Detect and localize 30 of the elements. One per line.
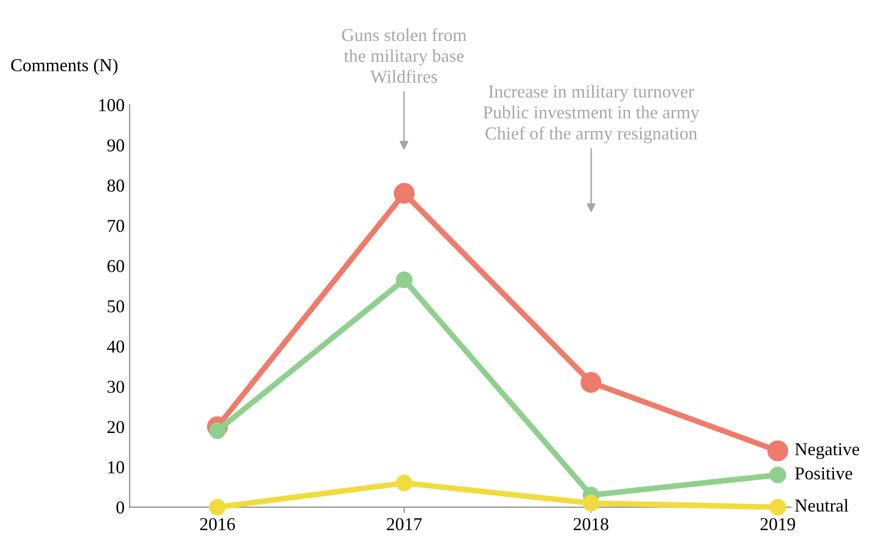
y-tick-label: 40	[107, 340, 124, 353]
y-tick-label: 60	[107, 260, 124, 272]
point	[580, 372, 602, 393]
y-tick-label: 0	[116, 501, 124, 514]
point	[396, 271, 413, 288]
point	[394, 182, 415, 204]
x-tick-label: 2016	[200, 518, 235, 530]
y-tick-label: 20	[108, 420, 124, 434]
y-axis-title: Comments (N)	[11, 58, 118, 75]
series-label: Neutral	[795, 498, 848, 512]
series-label: Positive	[795, 467, 852, 480]
y-tick-label: 70	[108, 220, 124, 232]
point	[767, 440, 788, 462]
text: Guns stolen from the military base Wildfires	[342, 28, 466, 83]
series-label: Negative	[795, 443, 860, 460]
y-tick-label: 30	[108, 380, 124, 393]
point	[582, 494, 600, 512]
y-tick-label: 10	[108, 461, 124, 474]
y-tick-label: 100	[99, 99, 124, 112]
y-tick-label: 90	[107, 139, 124, 152]
point	[769, 498, 786, 516]
x-tick-label: 2019	[760, 518, 796, 530]
x-tick-label: 2017	[386, 518, 422, 530]
annotation: Increase in military turnover Public investment in the army Chief of the army resignation	[483, 84, 700, 144]
point	[209, 498, 226, 516]
y-tick-label: 80	[107, 180, 124, 192]
point	[769, 466, 786, 484]
point	[396, 474, 413, 492]
y-tick-label: 50	[108, 300, 124, 312]
x-tick-label: 2018	[574, 518, 608, 530]
